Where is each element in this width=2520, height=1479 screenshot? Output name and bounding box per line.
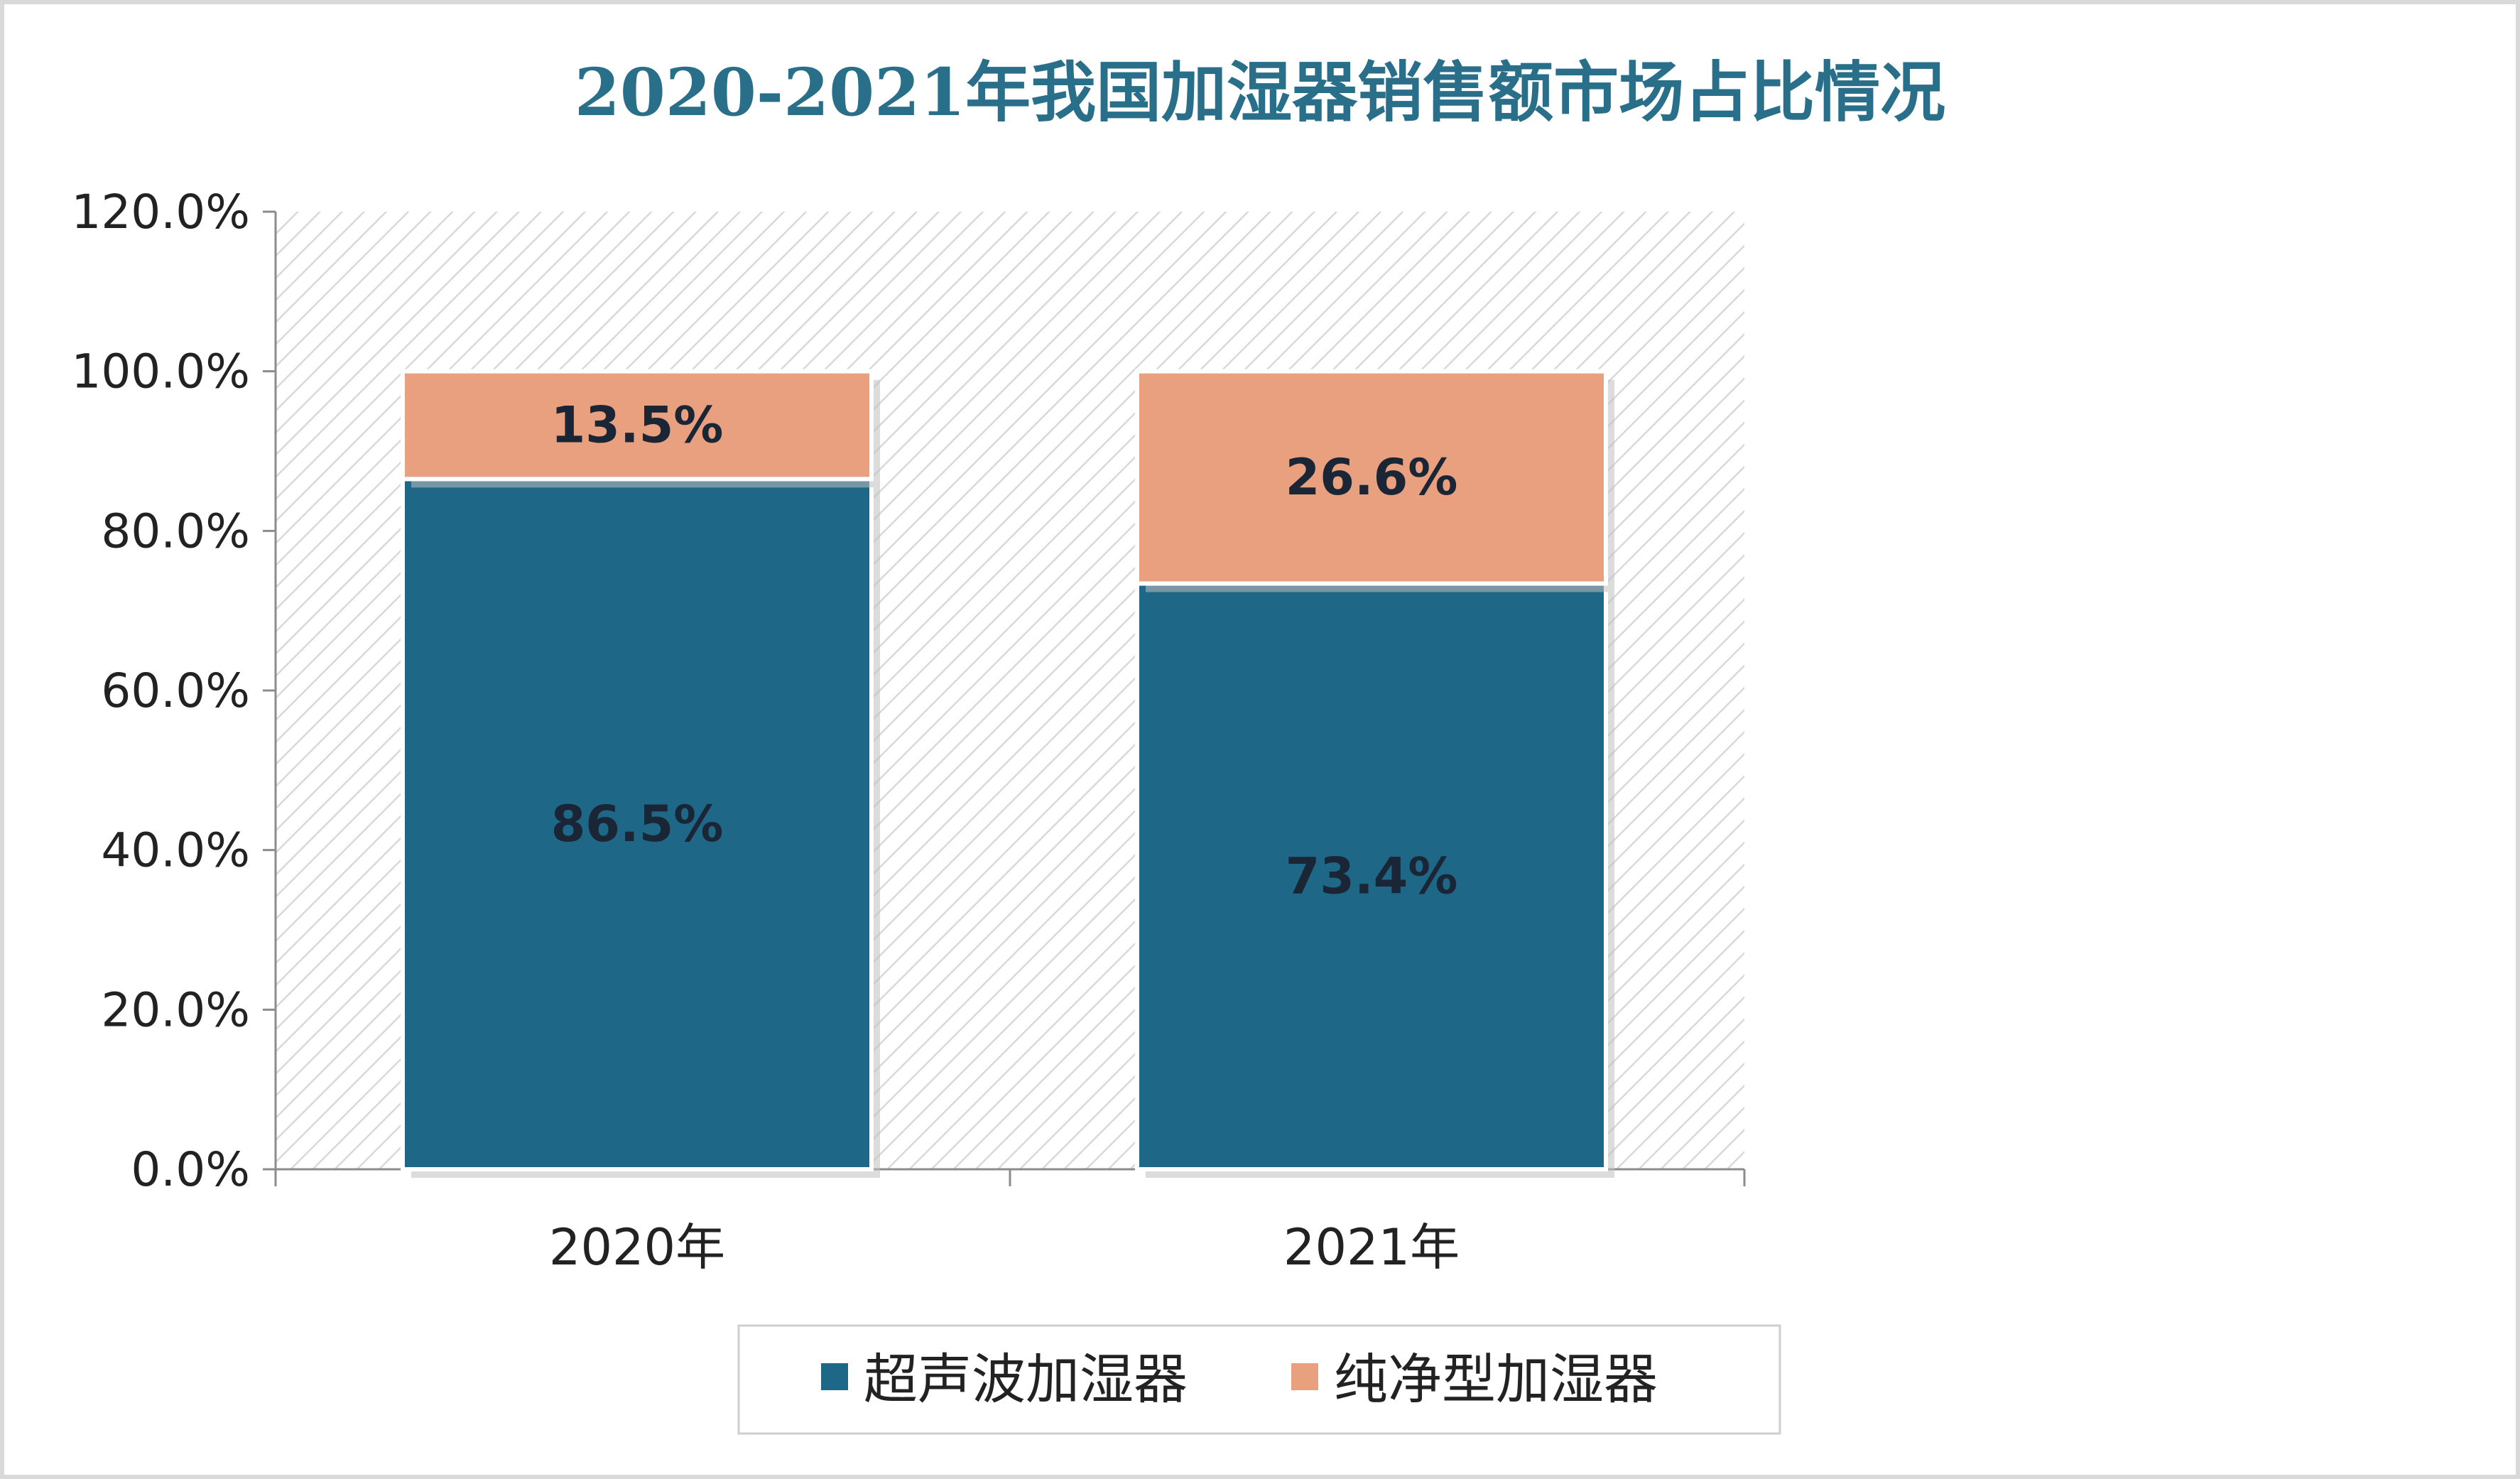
data-label: 86.5% xyxy=(551,795,724,853)
chart-title: 2020-2021年我国加湿器销售额市场占比情况 xyxy=(575,54,1945,131)
legend-swatch-pure xyxy=(1291,1363,1318,1390)
bar-segment xyxy=(401,369,874,482)
bar-segment xyxy=(1135,369,1608,586)
y-tick-label: 60.0% xyxy=(101,663,250,718)
y-axis: 0.0% 20.0% 40.0% 60.0% 80.0% 100.0% 120.0% xyxy=(71,185,277,1197)
y-tick-label: 40.0% xyxy=(101,823,250,878)
y-tick-label: 100.0% xyxy=(71,345,250,399)
x-category-label: 2020年 xyxy=(549,1218,725,1277)
x-category-label: 2021年 xyxy=(1283,1218,1460,1277)
bar-segment xyxy=(1135,581,1608,1171)
legend-box xyxy=(737,1324,1781,1435)
y-tick-label: 20.0% xyxy=(101,982,250,1037)
legend-label-pure: 纯净型加湿器 xyxy=(1334,1348,1658,1411)
legend: 超声波加湿器 纯净型加湿器 xyxy=(737,1324,1781,1435)
legend-swatch-ultrasonic xyxy=(821,1363,848,1390)
data-label: 13.5% xyxy=(551,396,724,454)
bars-group xyxy=(401,369,1614,1178)
y-tick-label: 120.0% xyxy=(71,185,250,239)
data-label: 26.6% xyxy=(1286,448,1458,506)
y-tick-label: 80.0% xyxy=(101,504,250,558)
data-labels-group: 86.5% 13.5% 73.4% 26.6% xyxy=(551,396,1458,905)
y-tick-label: 0.0% xyxy=(131,1142,250,1197)
x-axis: 2020年 2021年 xyxy=(274,1168,1746,1277)
legend-label-ultrasonic: 超声波加湿器 xyxy=(864,1348,1188,1411)
data-label: 73.4% xyxy=(1286,847,1458,906)
